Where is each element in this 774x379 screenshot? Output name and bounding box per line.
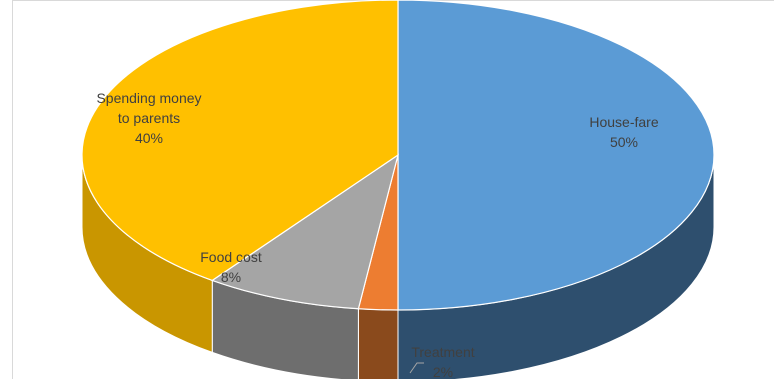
pie-slice-food-cost	[210, 153, 399, 310]
data-label-treatment: Treatment 2%	[411, 344, 474, 379]
chart-frame: House-fare 50% Treatment 2% Food cost 8% Spend…	[12, 0, 774, 379]
pie-tops	[81, 0, 715, 311]
pie-chart: House-fare 50% Treatment 2% Food cost 8% Spend…	[12, 0, 774, 379]
data-label-spending-money-to-parents: Spending money to parents 40%	[96, 90, 201, 146]
pie-side-treatment	[357, 308, 399, 379]
pie-slice-house-fare	[397, 0, 715, 311]
pie-labels: House-fare 50% Treatment 2% Food cost 8% Spend…	[96, 90, 658, 379]
data-label-food-cost: Food cost 8%	[200, 249, 262, 285]
pie-slice-spending-money-to-parents	[81, 0, 399, 282]
leader-line	[409, 362, 424, 374]
data-label-house-fare: House-fare 50%	[589, 114, 658, 150]
